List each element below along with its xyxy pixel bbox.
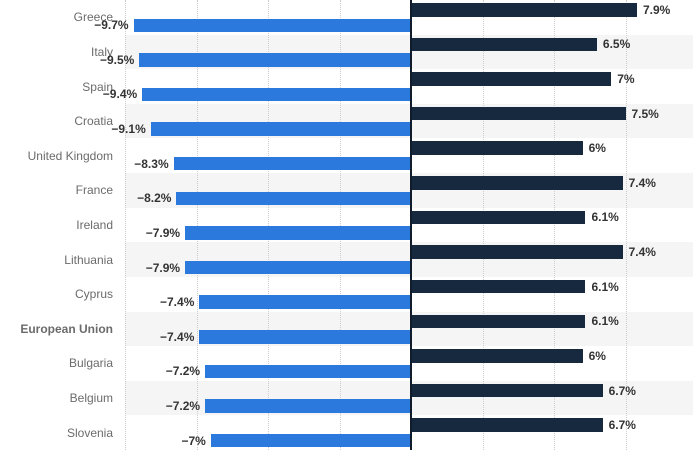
gridline [554, 0, 555, 450]
value-label-navy: 6% [588, 348, 606, 363]
category-label: Bulgaria [68, 356, 113, 371]
value-label-blue: −8.3% [134, 156, 169, 171]
bar-blue [139, 53, 411, 67]
category-label: France [75, 183, 113, 198]
value-label-blue: −9.4% [102, 87, 138, 102]
value-label-navy: 7.4% [628, 175, 656, 190]
value-label-navy: 6.1% [591, 210, 619, 225]
category-label: Greece [73, 10, 113, 25]
value-label-navy: 6.7% [608, 383, 636, 398]
category-label: Lithuania [64, 252, 113, 267]
value-label-blue: −9.5% [99, 52, 135, 67]
bar-navy [411, 245, 623, 259]
gridline [625, 0, 627, 450]
bar-blue [185, 226, 411, 240]
gridline [339, 0, 341, 450]
value-label-navy: 6.1% [591, 314, 619, 329]
value-label-navy: 6% [588, 141, 606, 156]
category-label: European Union [20, 321, 113, 336]
gridline [196, 0, 198, 450]
bar-blue [199, 330, 411, 344]
bar-blue [205, 364, 411, 379]
category-label: Ireland [76, 217, 113, 232]
bar-blue [150, 122, 411, 136]
bar-navy [411, 314, 586, 329]
category-label: Croatia [74, 114, 113, 129]
value-label-navy: 6.1% [591, 279, 619, 294]
bar-navy [411, 349, 583, 363]
category-label: Slovenia [66, 425, 113, 440]
bar-blue [185, 260, 411, 275]
value-label-blue: −9.7% [94, 18, 129, 33]
value-label-blue: −9.1% [111, 122, 146, 137]
value-label-navy: 7.5% [631, 106, 659, 121]
value-label-blue: −7.9% [145, 225, 181, 240]
bar-blue [173, 156, 411, 171]
bar-navy [411, 3, 637, 17]
value-label-blue: −8.2% [137, 191, 172, 206]
bar-blue [133, 18, 411, 32]
gridline [125, 0, 126, 450]
bar-blue [142, 87, 411, 102]
bar-navy [411, 72, 612, 86]
value-label-navy: 6.7% [608, 418, 636, 433]
value-label-blue: −7.2% [165, 364, 201, 379]
zero-axis-line [410, 0, 412, 450]
bar-navy [411, 106, 626, 121]
category-label: Italy [90, 44, 113, 59]
category-label: Spain [82, 79, 113, 94]
value-label-blue: −7% [181, 433, 206, 448]
value-label-navy: 7.4% [628, 245, 656, 260]
value-label-blue: −7.2% [165, 399, 201, 414]
bar-navy [411, 418, 603, 432]
value-label-blue: −7.9% [145, 260, 181, 275]
bar-blue [210, 433, 411, 448]
gridline [482, 0, 484, 450]
bar-navy [411, 383, 603, 398]
value-label-blue: −7.4% [160, 329, 195, 344]
bar-navy [411, 176, 623, 190]
value-label-navy: 7.9% [642, 2, 671, 17]
bar-navy [411, 279, 586, 294]
category-label: United Kingdom [27, 148, 113, 163]
gridline [268, 0, 269, 450]
category-label: Belgium [69, 391, 113, 406]
bar-navy [411, 210, 586, 225]
value-label-navy: 7% [617, 71, 635, 86]
bar-blue [176, 191, 411, 206]
value-label-blue: −7.4% [160, 295, 195, 310]
bar-blue [199, 295, 411, 309]
bar-navy [411, 37, 597, 52]
bar-blue [205, 399, 411, 413]
bar-navy [411, 141, 583, 155]
category-label: Cyprus [74, 287, 113, 302]
value-label-navy: 6.5% [602, 37, 631, 52]
